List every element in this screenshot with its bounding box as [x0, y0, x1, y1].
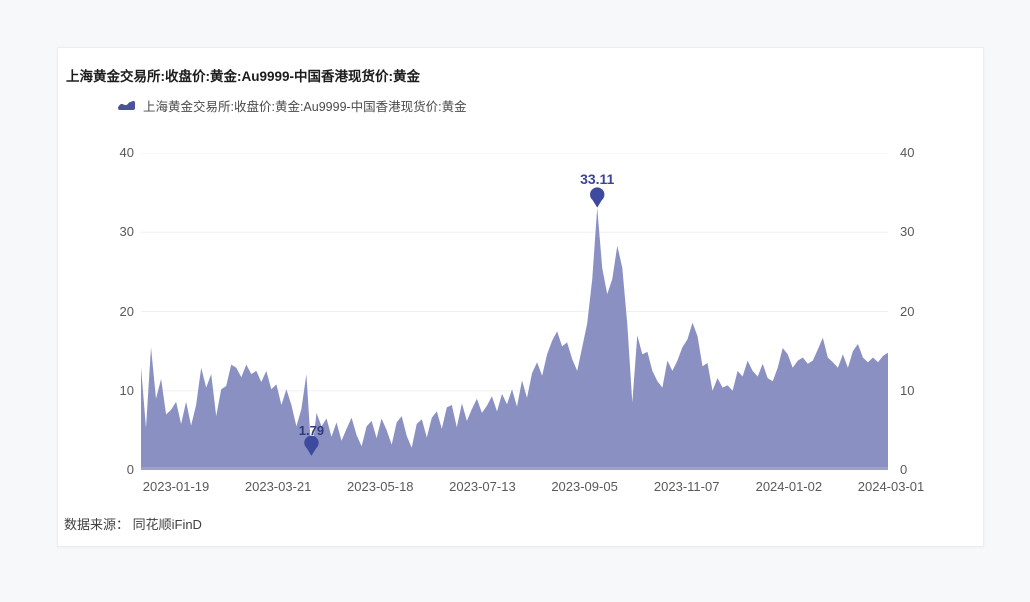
chart-title: 上海黄金交易所:收盘价:黄金:Au9999-中国香港现货价:黄金	[66, 69, 421, 84]
x-axis-tick-label: 2023-07-13	[449, 479, 516, 494]
x-axis-tick-label: 2023-03-21	[244, 479, 312, 494]
y-axis-tick-label-left: 30	[119, 224, 134, 240]
area-chart-plot[interactable]	[141, 153, 888, 470]
y-axis-tick-label-right: 40	[900, 145, 915, 160]
legend-label: 上海黄金交易所:收盘价:黄金:Au9999-中国香港现货价:黄金	[143, 99, 467, 114]
x-axis-tick-label: 2023-01-19	[142, 479, 210, 494]
y-axis-tick-label-right: 30	[900, 224, 915, 240]
y-axis-tick-label-left: 10	[119, 382, 134, 398]
legend-area-icon	[118, 100, 135, 110]
annotation-peak-label: 33.11	[580, 170, 615, 187]
y-axis-tick-label-right: 10	[900, 382, 915, 398]
marker-balloon-peak[interactable]	[590, 187, 605, 208]
x-axis-tick-label: 2024-03-01	[857, 479, 925, 494]
legend-item[interactable]: 上海黄金交易所:收盘价:黄金:Au9999-中国香港现货价:黄金	[117, 96, 467, 114]
y-axis-tick-label-left: 0	[126, 462, 134, 477]
y-axis-tick-label-left: 40	[119, 145, 134, 160]
y-axis-tick-label-right: 20	[900, 303, 915, 319]
x-axis-tick-label: 2024-01-02	[755, 479, 823, 494]
x-axis-tick-label: 2023-11-07	[653, 479, 720, 494]
x-axis-tick-label: 2023-09-05	[551, 479, 618, 494]
x-axis-tick-label: 2023-05-18	[347, 479, 414, 494]
x-axis-line	[141, 467, 888, 470]
marker-balloon-low[interactable]	[304, 435, 319, 456]
chart-card: 上海黄金交易所:收盘价:黄金:Au9999-中国香港现货价:黄金 上海黄金交易所…	[57, 47, 984, 547]
annotation-low-label: 1.79	[298, 422, 325, 438]
area-series[interactable]	[141, 207, 888, 470]
data-source: 数据来源： 同花顺iFinD	[64, 517, 202, 532]
y-axis-tick-label-left: 20	[119, 303, 134, 319]
y-axis-tick-label-right: 0	[900, 462, 908, 477]
